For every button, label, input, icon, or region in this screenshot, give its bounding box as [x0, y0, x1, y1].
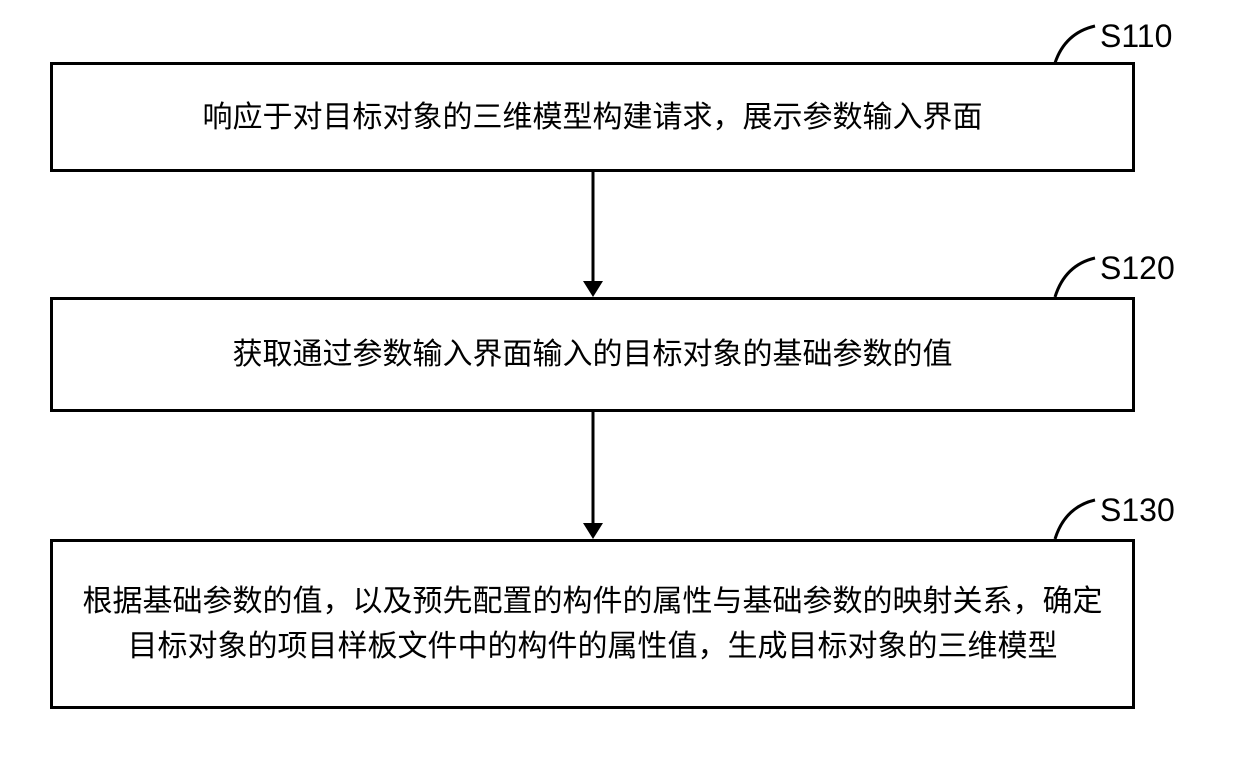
flow-step-text: 根据基础参数的值，以及预先配置的构件的属性与基础参数的映射关系，确定目标对象的项… — [73, 579, 1112, 669]
flow-step-text: 响应于对目标对象的三维模型构建请求，展示参数输入界面 — [203, 95, 983, 140]
step-label-s110: S110 — [1100, 18, 1172, 55]
arrow-line-2 — [592, 412, 595, 524]
flow-step-s110: 响应于对目标对象的三维模型构建请求，展示参数输入界面 — [50, 62, 1135, 172]
flow-step-s120: 获取通过参数输入界面输入的目标对象的基础参数的值 — [50, 297, 1135, 412]
arrow-head-1 — [583, 281, 603, 297]
flow-step-s130: 根据基础参数的值，以及预先配置的构件的属性与基础参数的映射关系，确定目标对象的项… — [50, 539, 1135, 709]
arrow-line-1 — [592, 172, 595, 282]
step-label-s130: S130 — [1100, 492, 1175, 529]
flow-step-text: 获取通过参数输入界面输入的目标对象的基础参数的值 — [233, 332, 953, 377]
arrow-head-2 — [583, 523, 603, 539]
step-label-s120: S120 — [1100, 250, 1175, 287]
